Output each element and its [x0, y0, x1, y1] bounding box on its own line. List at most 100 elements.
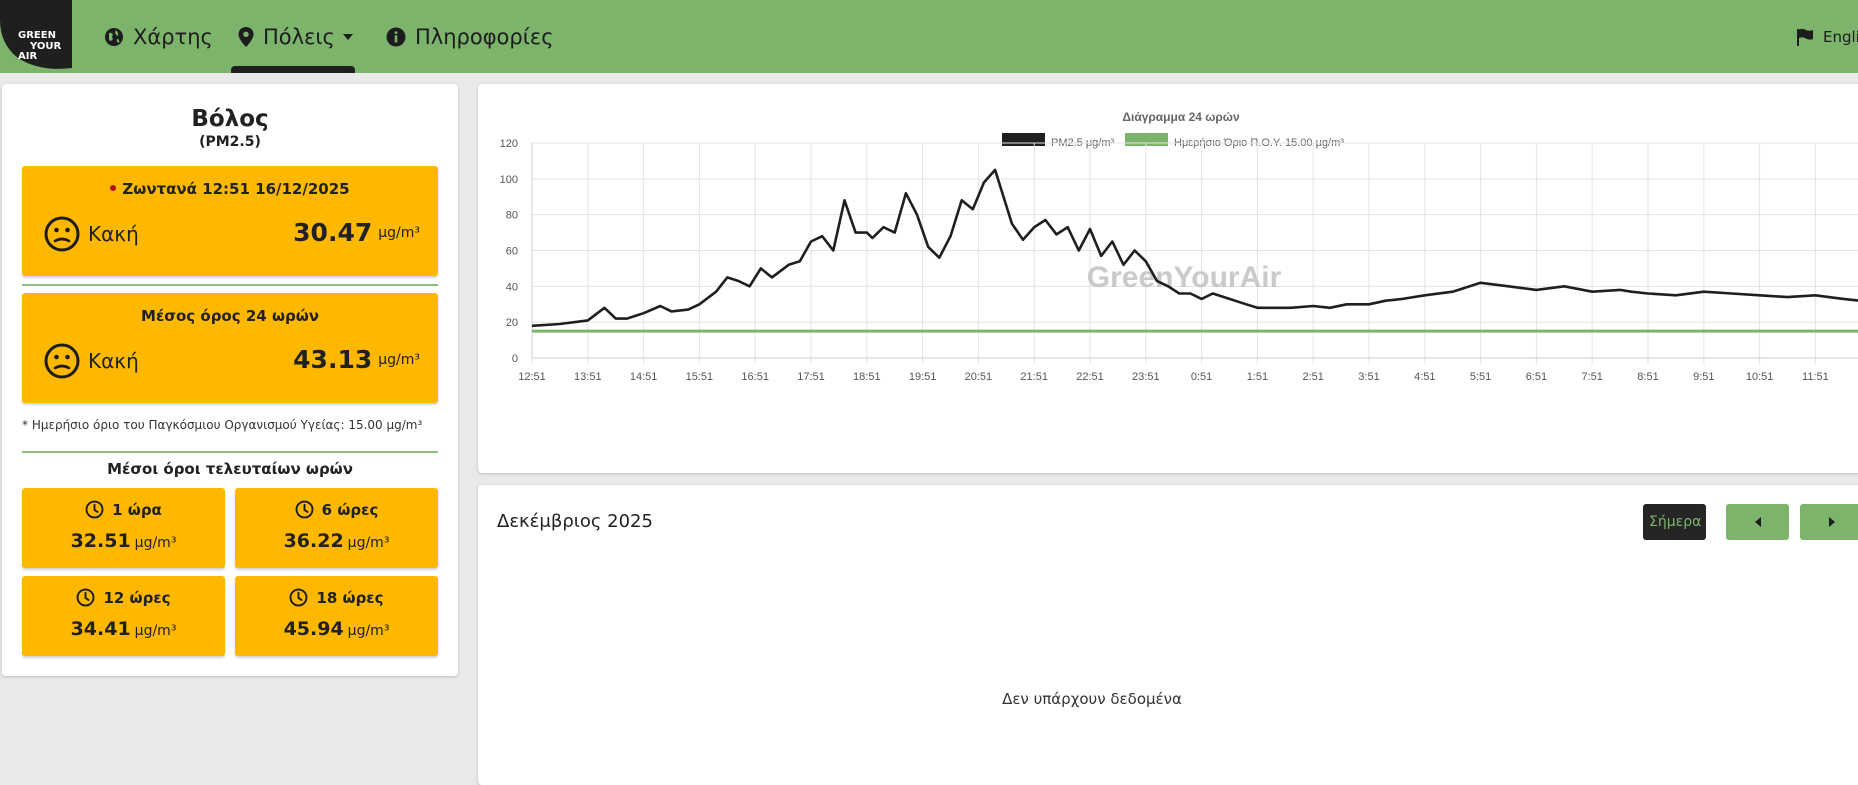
- live-dot-icon: [110, 184, 117, 191]
- x-tick-label: 23:51: [1132, 371, 1160, 383]
- city-name: Βόλος: [191, 106, 269, 132]
- language-label: English: [1823, 27, 1858, 46]
- avg-card-header: 18 ώρες: [235, 588, 438, 607]
- clock-icon: [290, 588, 308, 607]
- map-pin-icon: [238, 26, 254, 47]
- globe-icon: [105, 27, 123, 46]
- who-limit-note: * Ημερήσιο όριο του Παγκόσμιου Οργανισμο…: [22, 418, 423, 432]
- x-tick-label: 6:51: [1526, 371, 1547, 383]
- x-tick-label: 0:51: [1191, 371, 1212, 383]
- chart-panel: Διάγραμμα 24 ωρών PM2.5 μg/m³ Ημερήσιο Όρ…: [478, 84, 1858, 473]
- avg-card-label: 1 ώρα: [112, 500, 162, 519]
- y-tick-label: 120: [500, 138, 518, 150]
- nav-info[interactable]: Πληροφορίες: [386, 0, 554, 73]
- svg-text:GREEN: GREEN: [18, 30, 56, 41]
- avg24-status: Κακή: [88, 349, 139, 373]
- avg24-value-unit: μg/m³: [378, 352, 420, 368]
- x-tick-label: 21:51: [1020, 371, 1048, 383]
- nav-cities-dropdown[interactable]: Πόλεις: [238, 0, 353, 73]
- avg-card-label: 6 ώρες: [321, 500, 379, 519]
- avg-card-number: 45.94: [283, 618, 344, 640]
- avg-card-value: 32.51 μg/m³: [22, 530, 225, 552]
- city-summary-panel: Βόλος (PM2.5) Ζωντανά 12:51 16/12/2025 Κ…: [2, 84, 458, 676]
- y-tick-label: 80: [506, 210, 518, 222]
- avg-card-number: 32.51: [70, 530, 131, 552]
- next-month-button[interactable]: [1800, 504, 1858, 540]
- neutral-face-icon: [44, 216, 80, 252]
- nav-cities-label: Πόλεις: [263, 24, 335, 49]
- x-tick-label: 4:51: [1414, 371, 1435, 383]
- nav-map[interactable]: Χάρτης: [104, 0, 213, 73]
- clock-icon: [85, 500, 104, 519]
- avg-card-1h: 1 ώρα 32.51 μg/m³: [22, 488, 225, 568]
- x-tick-label: 7:51: [1581, 371, 1602, 383]
- avg24-value-number: 43.13: [293, 345, 373, 374]
- avg-card-label: 18 ώρες: [316, 588, 384, 607]
- live-value-number: 30.47: [293, 218, 373, 247]
- y-tick-label: 100: [500, 174, 518, 186]
- avg24-header: Μέσος όρος 24 ωρών: [141, 307, 319, 325]
- avg-card-header: 6 ώρες: [235, 500, 438, 519]
- nav-info-label: Πληροφορίες: [415, 24, 554, 49]
- divider: [22, 451, 438, 453]
- x-tick-label: 18:51: [853, 371, 881, 383]
- live-reading-time: Ζωντανά 12:51 16/12/2025: [122, 180, 350, 198]
- x-tick-label: 5:51: [1470, 371, 1491, 383]
- divider: [22, 284, 438, 286]
- today-button[interactable]: Σήμερα: [1643, 504, 1706, 540]
- avg-card-unit: μg/m³: [134, 623, 177, 639]
- chart-ticks: 0 20 40 60 80 100 120 12:51 13:51 14:51 15:51 16:51…: [500, 138, 1829, 383]
- avg-card-12h: 12 ώρες 34.41 μg/m³: [22, 576, 225, 656]
- x-tick-label: 15:51: [686, 371, 714, 383]
- chart-grid: [531, 142, 1858, 364]
- avg-card-header: 12 ώρες: [22, 588, 225, 607]
- neutral-face-icon: [44, 343, 80, 379]
- avg-card-value: 36.22 μg/m³: [235, 530, 438, 552]
- x-tick-label: 10:51: [1746, 371, 1774, 383]
- chart-series: [531, 168, 1858, 333]
- live-status: Κακή: [88, 222, 139, 246]
- x-tick-label: 8:51: [1637, 371, 1658, 383]
- avg-card-6h: 6 ώρες 36.22 μg/m³: [235, 488, 438, 568]
- pm25-24h-chart[interactable]: Διάγραμμα 24 ωρών PM2.5 μg/m³ Ημερήσιο Όρ…: [478, 84, 1858, 473]
- avg-card-value: 34.41 μg/m³: [22, 618, 225, 640]
- clock-icon: [295, 500, 314, 519]
- avg-card-value: 45.94 μg/m³: [235, 618, 438, 640]
- calendar-panel: Δεκέμβριος 2025 Σήμερα Δεν υπάρχουν δεδο…: [478, 485, 1858, 785]
- chart-watermark: GreenYourAir: [1087, 261, 1282, 294]
- language-switch[interactable]: English: [1796, 0, 1858, 73]
- x-tick-label: 1:51: [1247, 371, 1268, 383]
- live-reading-header: Ζωντανά 12:51 16/12/2025: [22, 180, 438, 198]
- info-icon: [386, 27, 406, 46]
- x-tick-label: 13:51: [574, 371, 602, 383]
- x-tick-label: 12:51: [518, 371, 546, 383]
- recent-averages-title: Μέσοι όροι τελευταίων ωρών: [107, 460, 353, 478]
- y-tick-label: 20: [506, 317, 518, 329]
- svg-text:YOUR: YOUR: [29, 41, 62, 52]
- caret-right-icon: [1828, 517, 1835, 527]
- green-your-air-logo[interactable]: GREEN YOUR AIR: [0, 0, 76, 70]
- live-reading-card: Ζωντανά 12:51 16/12/2025 Κακή 30.47 μg/m³: [22, 166, 438, 276]
- x-tick-label: 16:51: [741, 371, 769, 383]
- active-nav-indicator: [231, 66, 355, 73]
- live-value: 30.47 μg/m³: [293, 218, 420, 247]
- prev-month-button[interactable]: [1726, 504, 1789, 540]
- caret-left-icon: [1754, 517, 1761, 527]
- avg-card-unit: μg/m³: [134, 535, 177, 551]
- no-data-message: Δεν υπάρχουν δεδομένα: [1002, 690, 1182, 708]
- top-navbar: GREEN YOUR AIR Χάρτης Πόλεις Πληροφορίες: [0, 0, 1858, 73]
- y-tick-label: 0: [512, 353, 518, 365]
- pm25-series-line: [531, 168, 1858, 328]
- y-tick-label: 60: [506, 246, 518, 258]
- avg24-value: 43.13 μg/m³: [293, 345, 420, 374]
- avg-card-header: 1 ώρα: [22, 500, 225, 519]
- x-tick-label: 14:51: [630, 371, 658, 383]
- clock-icon: [77, 588, 95, 607]
- x-tick-label: 22:51: [1076, 371, 1104, 383]
- x-tick-label: 3:51: [1358, 371, 1379, 383]
- x-tick-label: 9:51: [1693, 371, 1714, 383]
- avg-card-number: 34.41: [70, 618, 131, 640]
- x-tick-label: 17:51: [797, 371, 825, 383]
- flag-icon: [1797, 28, 1813, 46]
- chart-title: Διάγραμμα 24 ωρών: [1122, 110, 1240, 124]
